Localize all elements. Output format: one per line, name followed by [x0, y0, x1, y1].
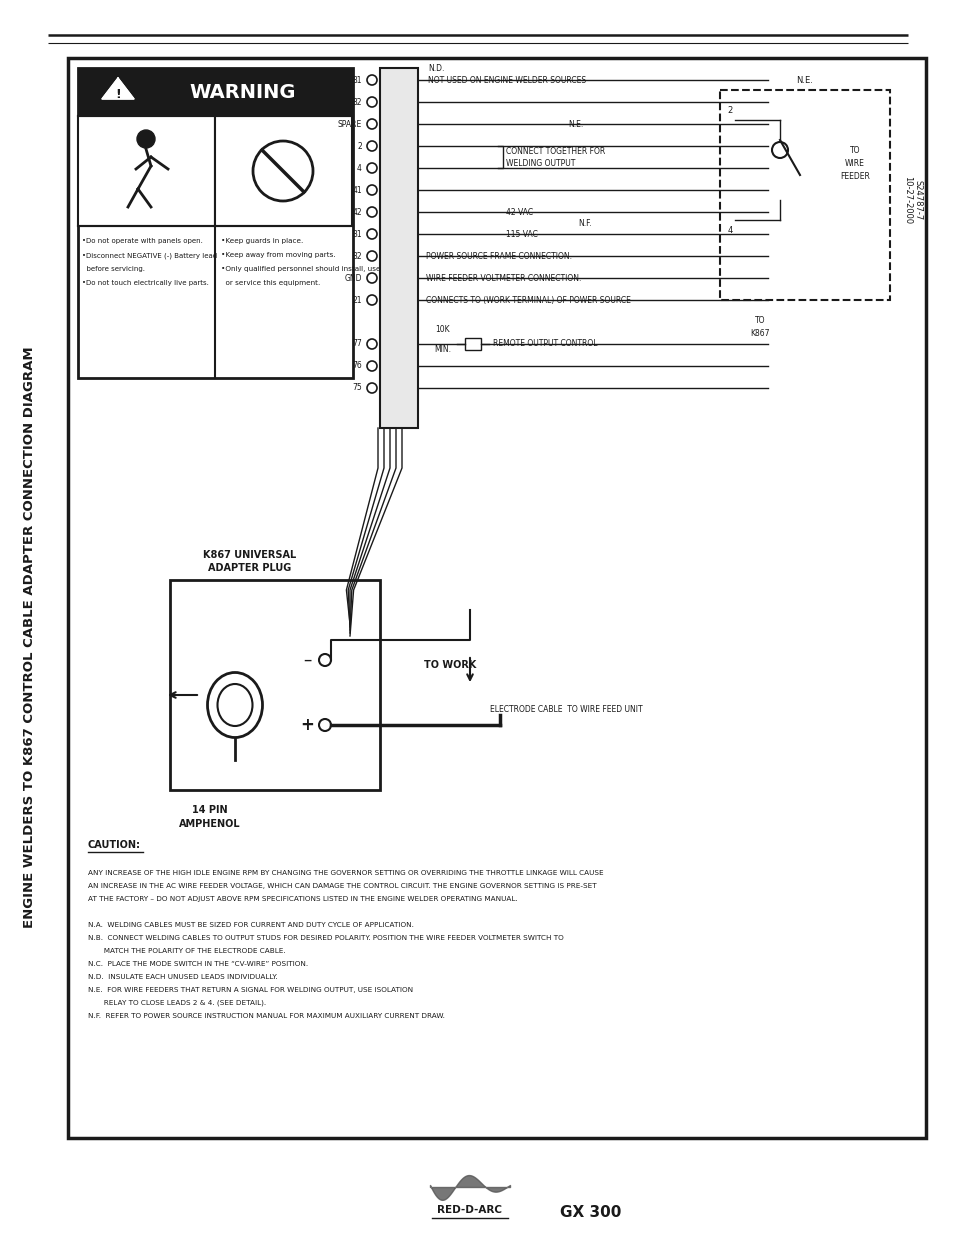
Text: 2: 2 — [726, 105, 732, 115]
Text: N.D.  INSULATE EACH UNUSED LEADS INDIVIDUALLY.: N.D. INSULATE EACH UNUSED LEADS INDIVIDU… — [88, 974, 277, 981]
Text: !: ! — [115, 88, 121, 100]
Text: 14 PIN: 14 PIN — [192, 805, 228, 815]
Text: 32: 32 — [352, 252, 361, 261]
Text: N.D.: N.D. — [428, 63, 444, 73]
Text: 115 VAC: 115 VAC — [505, 230, 537, 238]
Text: 10K: 10K — [436, 326, 450, 335]
Text: 77: 77 — [352, 340, 361, 348]
Text: 10-27-2000: 10-27-2000 — [902, 175, 911, 224]
Text: N.F.  REFER TO POWER SOURCE INSTRUCTION MANUAL FOR MAXIMUM AUXILIARY CURRENT DRA: N.F. REFER TO POWER SOURCE INSTRUCTION M… — [88, 1013, 444, 1019]
Text: TO: TO — [849, 146, 860, 154]
Text: 41: 41 — [352, 185, 361, 194]
Text: REMOTE OUTPUT CONTROL: REMOTE OUTPUT CONTROL — [493, 340, 597, 348]
Text: 4: 4 — [356, 163, 361, 173]
Text: 42: 42 — [352, 207, 361, 216]
Bar — [78, 68, 353, 116]
Text: GND: GND — [344, 273, 361, 283]
Bar — [78, 116, 214, 226]
Text: GX 300: GX 300 — [559, 1205, 620, 1220]
Text: AN INCREASE IN THE AC WIRE FEEDER VOLTAGE, WHICH CAN DAMAGE THE CONTROL CIRCUIT.: AN INCREASE IN THE AC WIRE FEEDER VOLTAG… — [88, 883, 596, 889]
Text: N.E.: N.E. — [567, 120, 582, 128]
Bar — [720, 90, 889, 300]
Text: N.A.  WELDING CABLES MUST BE SIZED FOR CURRENT AND DUTY CYCLE OF APPLICATION.: N.A. WELDING CABLES MUST BE SIZED FOR CU… — [88, 923, 414, 927]
Text: WIRE: WIRE — [844, 158, 864, 168]
Text: RELAY TO CLOSE LEADS 2 & 4. (SEE DETAIL).: RELAY TO CLOSE LEADS 2 & 4. (SEE DETAIL)… — [88, 1000, 266, 1007]
Text: K867 UNIVERSAL: K867 UNIVERSAL — [203, 550, 296, 559]
Text: MATCH THE POLARITY OF THE ELECTRODE CABLE.: MATCH THE POLARITY OF THE ELECTRODE CABL… — [88, 948, 285, 953]
Text: +: + — [300, 716, 314, 734]
Text: WARNING: WARNING — [190, 83, 296, 101]
Text: NOT USED ON ENGINE WELDER SOURCES: NOT USED ON ENGINE WELDER SOURCES — [428, 75, 585, 84]
Text: 76: 76 — [352, 362, 361, 370]
Bar — [214, 116, 352, 226]
Text: •Do not operate with panels open.: •Do not operate with panels open. — [82, 238, 203, 245]
Ellipse shape — [217, 684, 253, 726]
Text: 82: 82 — [352, 98, 361, 106]
Text: N.F.: N.F. — [578, 219, 591, 227]
Text: CONNECTS TO (WORK TERMINAL) OF POWER SOURCE: CONNECTS TO (WORK TERMINAL) OF POWER SOU… — [426, 295, 630, 305]
Text: SPARE: SPARE — [337, 120, 361, 128]
Text: N.E.: N.E. — [796, 75, 813, 84]
Bar — [78, 68, 353, 378]
Text: N.C.  PLACE THE MODE SWITCH IN THE “CV-WIRE” POSITION.: N.C. PLACE THE MODE SWITCH IN THE “CV-WI… — [88, 961, 308, 967]
Text: CONNECT TOGETHER FOR: CONNECT TOGETHER FOR — [505, 147, 604, 156]
Polygon shape — [102, 78, 133, 99]
Text: 81: 81 — [352, 75, 361, 84]
Text: before servicing.: before servicing. — [82, 266, 145, 272]
Text: WELDING OUTPUT: WELDING OUTPUT — [505, 158, 575, 168]
Circle shape — [137, 130, 154, 148]
Ellipse shape — [208, 673, 262, 737]
Text: K867: K867 — [749, 329, 769, 337]
Text: POWER SOURCE FRAME CONNECTION.: POWER SOURCE FRAME CONNECTION. — [426, 252, 572, 261]
Text: •Do not touch electrically live parts.: •Do not touch electrically live parts. — [82, 280, 209, 287]
Text: 31: 31 — [352, 230, 361, 238]
Text: •Keep away from moving parts.: •Keep away from moving parts. — [221, 252, 335, 258]
Text: ELECTRODE CABLE  TO WIRE FEED UNIT: ELECTRODE CABLE TO WIRE FEED UNIT — [490, 705, 642, 715]
Text: N.E.  FOR WIRE FEEDERS THAT RETURN A SIGNAL FOR WELDING OUTPUT, USE ISOLATION: N.E. FOR WIRE FEEDERS THAT RETURN A SIGN… — [88, 987, 413, 993]
Text: RED-D-ARC: RED-D-ARC — [437, 1205, 502, 1215]
Text: FEEDER: FEEDER — [840, 172, 869, 180]
Bar — [464, 338, 480, 350]
Text: 21: 21 — [352, 295, 361, 305]
Text: 42 VAC: 42 VAC — [505, 207, 533, 216]
Bar — [170, 580, 379, 790]
Text: •Only qualified personnel should install, use: •Only qualified personnel should install… — [221, 266, 380, 272]
Text: S24787-7: S24787-7 — [913, 180, 922, 220]
Text: N.B.  CONNECT WELDING CABLES TO OUTPUT STUDS FOR DESIRED POLARITY. POSITION THE : N.B. CONNECT WELDING CABLES TO OUTPUT ST… — [88, 935, 563, 941]
Text: •Disconnect NEGATIVE (-) Battery lead: •Disconnect NEGATIVE (-) Battery lead — [82, 252, 217, 258]
Text: ADAPTER PLUG: ADAPTER PLUG — [208, 563, 292, 573]
Text: 75: 75 — [352, 384, 361, 393]
Bar — [68, 58, 925, 1137]
Text: 2: 2 — [356, 142, 361, 151]
Text: •Keep guards in place.: •Keep guards in place. — [221, 238, 303, 245]
Text: –: – — [302, 651, 311, 669]
Text: CAUTION:: CAUTION: — [88, 840, 141, 850]
Text: or service this equipment.: or service this equipment. — [221, 280, 320, 287]
Text: AT THE FACTORY – DO NOT ADJUST ABOVE RPM SPECIFICATIONS LISTED IN THE ENGINE WEL: AT THE FACTORY – DO NOT ADJUST ABOVE RPM… — [88, 897, 517, 902]
Text: ENGINE WELDERS TO K867 CONTROL CABLE ADAPTER CONNECTION DIAGRAM: ENGINE WELDERS TO K867 CONTROL CABLE ADA… — [24, 346, 36, 927]
Text: AMPHENOL: AMPHENOL — [179, 819, 240, 829]
Text: MIN.: MIN. — [434, 346, 451, 354]
Bar — [379, 68, 417, 429]
Text: TO WORK: TO WORK — [423, 659, 476, 671]
Text: TO: TO — [754, 315, 764, 325]
Text: WIRE FEEDER VOLTMETER CONNECTION.: WIRE FEEDER VOLTMETER CONNECTION. — [426, 273, 580, 283]
Text: 4: 4 — [726, 226, 732, 235]
Text: ANY INCREASE OF THE HIGH IDLE ENGINE RPM BY CHANGING THE GOVERNOR SETTING OR OVE: ANY INCREASE OF THE HIGH IDLE ENGINE RPM… — [88, 869, 603, 876]
